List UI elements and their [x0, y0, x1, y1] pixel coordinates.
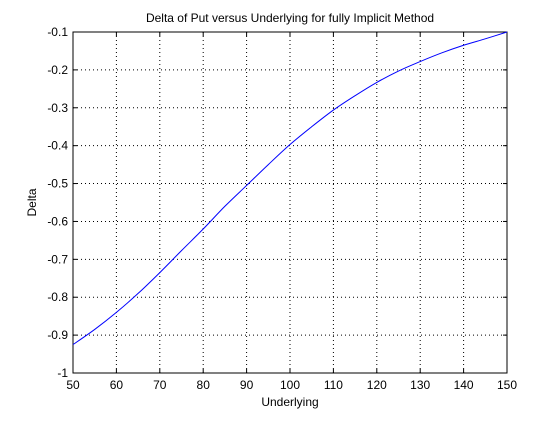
x-axis-label: Underlying	[261, 395, 318, 409]
tick-label-layer: 50 60 70 80 90 100 110 120 130 140 150 -1 -0.9 -0.8 -0…	[47, 25, 517, 392]
y-tick-label: -0.2	[47, 63, 68, 77]
series-layer	[72, 31, 508, 345]
y-tick-label: -1	[57, 366, 68, 380]
x-tick-label: 90	[240, 378, 254, 392]
y-tick-label: -0.8	[47, 290, 68, 304]
chart-title: Delta of Put versus Underlying for fully…	[146, 11, 434, 25]
y-tick-label: -0.1	[47, 25, 68, 39]
x-tick-label: 60	[110, 378, 124, 392]
y-tick-label: -0.3	[47, 101, 68, 115]
plot-area	[72, 31, 508, 374]
x-tick-label: 70	[153, 378, 167, 392]
tick-layer	[72, 31, 508, 374]
x-tick-label: 50	[66, 378, 80, 392]
x-tick-label: 100	[280, 378, 300, 392]
delta-series-line	[72, 31, 508, 345]
y-tick-label: -0.9	[47, 328, 68, 342]
x-tick-label: 80	[197, 378, 211, 392]
x-tick-label: 140	[454, 378, 474, 392]
y-axis-label: Delta	[25, 188, 39, 216]
y-tick-label: -0.5	[47, 177, 68, 191]
y-tick-label: -0.7	[47, 252, 68, 266]
y-tick-label: -0.6	[47, 214, 68, 228]
x-tick-label: 150	[497, 378, 517, 392]
x-tick-label: 120	[367, 378, 387, 392]
x-tick-label: 130	[410, 378, 430, 392]
x-tick-label: 110	[324, 378, 343, 392]
grid-layer	[73, 32, 507, 373]
y-tick-label: -0.4	[47, 139, 68, 153]
